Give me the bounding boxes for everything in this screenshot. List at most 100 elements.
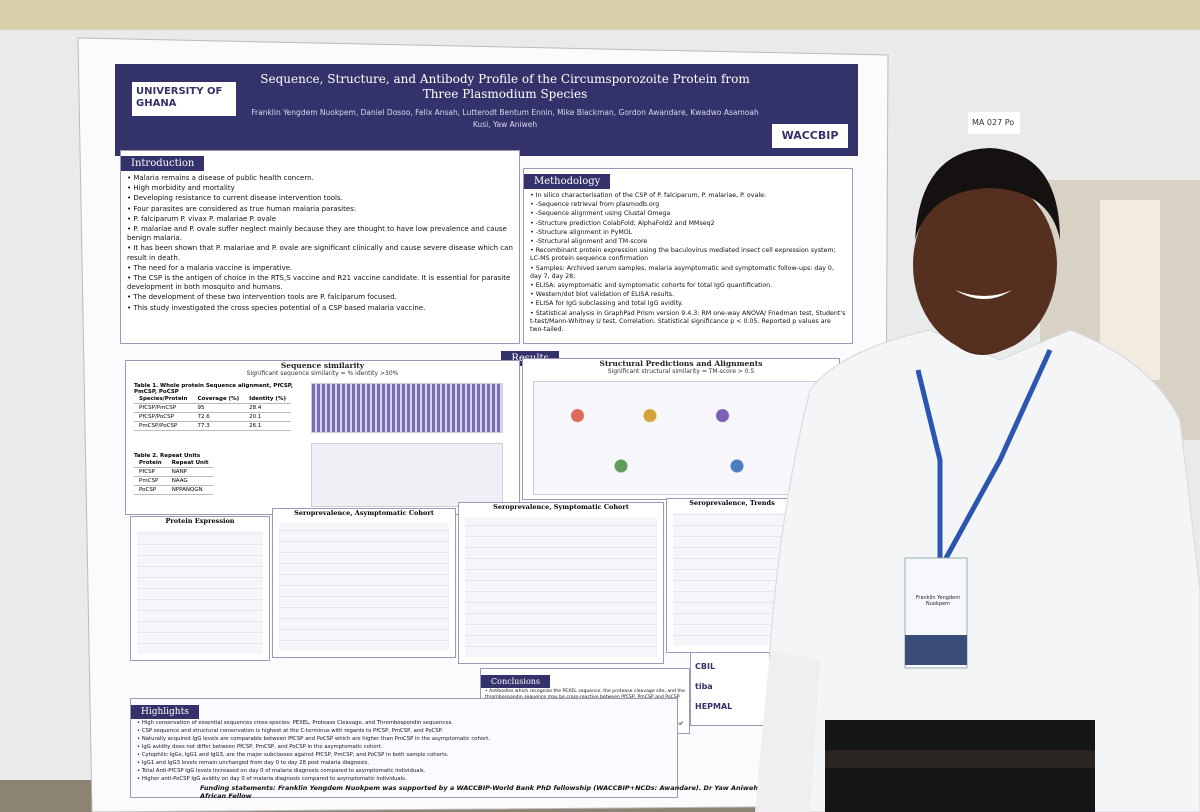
panel-heading: Seroprevalence, Trends: [689, 499, 775, 507]
list-item: IgG avidity does not differ between PfCS…: [137, 744, 671, 751]
smile: [955, 290, 1012, 299]
list-item: Cytophilic IgGs, IgG1 and IgG3, are the …: [137, 752, 671, 759]
list-item: -Sequence alignment using Clustal Omega: [530, 210, 846, 218]
list-item: Naturally acquired IgG levels are compar…: [137, 736, 671, 743]
panel-heading: Seroprevalence, Symptomatic Cohort: [493, 503, 629, 511]
structure-panel: Structural Predictions and Alignments Si…: [522, 358, 840, 500]
table-header-cell: Species/Protein: [134, 395, 193, 404]
panel-note: Significant sequence similarity = % iden…: [246, 370, 399, 377]
table-row: PmCSP NAAG: [134, 476, 214, 486]
section-heading: Methodology: [524, 174, 611, 189]
table-cell: PfCSP/PmCSP: [134, 403, 193, 413]
figure: [137, 531, 263, 654]
table-cell: PmCSP: [134, 476, 167, 486]
table-cell: 95: [192, 403, 245, 413]
table-1: Table 1. Whole protein Sequence alignmen…: [134, 383, 294, 431]
list-item: Antibodies which recognize the PEXEL seq…: [485, 689, 685, 701]
methodology-list: In silico characterisation of the CSP of…: [524, 189, 852, 338]
list-item: -Structure prediction ColabFold; AlphaFo…: [530, 220, 846, 228]
sponsor-logo: CBIL: [695, 662, 716, 671]
list-item: Higher anti-PoCSP IgG avidity on day 0 o…: [137, 776, 671, 783]
presenter: [755, 148, 1200, 812]
hair: [915, 148, 1060, 240]
list-item: Statistical analysis in GraphPad Prism v…: [530, 310, 846, 335]
sleeve: [755, 650, 820, 812]
alignment-figure: [311, 383, 503, 433]
table-header-row: Protein Repeat Unit: [134, 459, 214, 468]
list-item: This study investigated the cross specie…: [127, 304, 513, 313]
table-header-cell: Protein: [134, 459, 167, 468]
list-item: High conservation of essential sequences…: [137, 720, 671, 727]
table-cell: 28.4: [244, 403, 291, 413]
poster-title: Sequence, Structure, and Antibody Profil…: [260, 72, 750, 101]
table: Species/Protein Coverage (%) Identity (%) P…: [134, 395, 291, 431]
section-heading: Highlights: [131, 705, 199, 719]
figure: [465, 517, 657, 657]
list-item: P. malariae and P. ovale suffer neglect …: [127, 225, 513, 243]
table-row: PfCSP/PmCSP 95 28.4: [134, 403, 291, 413]
table-caption: Table 1. Whole protein Sequence alignmen…: [134, 383, 293, 395]
list-item: Western/dot blot validation of ELISA res…: [530, 291, 846, 299]
list-item: ELISA for IgG subclassing and total IgG …: [530, 300, 846, 308]
list-item: Developing resistance to current disease…: [127, 194, 513, 203]
shirt: [769, 329, 1200, 812]
table-header-row: Species/Protein Coverage (%) Identity (%): [134, 395, 291, 404]
figure: [673, 513, 791, 646]
table-header-cell: Coverage (%): [192, 395, 245, 404]
introduction-panel: Introduction Malaria remains a disease o…: [120, 150, 520, 344]
panel-heading: Seroprevalence, Asymptomatic Cohort: [294, 509, 434, 517]
table-row: PoCSP NPPANQGN: [134, 485, 214, 495]
badge-band: [905, 635, 967, 665]
figure: [279, 523, 449, 651]
lanyard: [915, 348, 1053, 570]
table-cell: PfCSP: [134, 467, 167, 477]
section-heading: Conclusions: [481, 675, 551, 688]
list-item: Total Anti-PfCSP IgG levels increased on…: [137, 768, 671, 775]
table-cell: NAAG: [166, 476, 214, 486]
sponsor-logo: tiba: [695, 682, 713, 691]
funding-statement: Funding statements: Franklin Yengdem Nuo…: [200, 784, 794, 800]
board-label: MA 027 Po: [972, 118, 1015, 127]
table-cell: NPPANQGN: [166, 485, 214, 495]
result-panel: Seroprevalence, Asymptomatic Cohort: [272, 508, 456, 658]
introduction-list: Malaria remains a disease of public heal…: [121, 171, 519, 317]
list-item: High morbidity and mortality: [127, 184, 513, 193]
logo-right: WACCBIP: [772, 124, 848, 148]
domain-table-figure: [311, 443, 503, 507]
table-row: PfCSP/PoCSP 72.6 20.1: [134, 412, 291, 422]
list-item: The need for a malaria vaccine is impera…: [127, 264, 513, 273]
table-cell: 26.1: [244, 421, 291, 431]
table-cell: 72.6: [192, 412, 245, 422]
sponsor-logo: HEPMAL: [695, 702, 733, 711]
table-cell: NANP: [166, 467, 214, 477]
sequence-panel: Sequence similarity Significant sequence…: [125, 360, 520, 515]
panel-heading: Protein Expression: [165, 517, 235, 525]
list-item: -Sequence retrieval from plasmodb.org: [530, 201, 846, 209]
table-cell: PmCSP/PoCSP: [134, 421, 193, 431]
highlights-panel: Highlights High conservation of essentia…: [130, 698, 678, 798]
list-item: -Structural alignment and TM-score: [530, 238, 846, 246]
poster-authors: Franklin Yengdem Nuokpem, Daniel Dosoo, …: [251, 108, 759, 129]
poster-header: [115, 64, 858, 156]
list-item: It has been shown that P. malariae and P…: [127, 244, 513, 262]
belt: [825, 750, 1095, 768]
list-item: Malaria remains a disease of public heal…: [127, 174, 513, 183]
highlights-list: High conservation of essential sequences…: [131, 719, 677, 785]
list-item: Four parasites are considered as true hu…: [127, 205, 513, 214]
table-cell: PfCSP/PoCSP: [134, 412, 193, 422]
result-panel: Seroprevalence, Symptomatic Cohort: [458, 502, 664, 664]
list-item: Recombinant protein expression using the…: [530, 247, 846, 263]
badge-name: Franklin Yengdem Nuokpem: [915, 595, 961, 607]
table-row: PfCSP NANP: [134, 467, 214, 477]
list-item: The CSP is the antigen of choice in the …: [127, 274, 513, 292]
panel-heading: Structural Predictions and Alignments: [599, 359, 763, 368]
result-panel: Protein Expression: [130, 516, 270, 661]
list-item: Samples: Archived serum samples, malaria…: [530, 265, 846, 281]
list-item: IgG1 and IgG3 levels remain unchanged fr…: [137, 760, 671, 767]
sponsor-logos: CBIL tiba HEPMAL: [691, 653, 769, 721]
face: [913, 177, 1057, 353]
methodology-panel: Methodology In silico characterisation o…: [523, 168, 853, 344]
table-caption: Table 2. Repeat Units: [134, 453, 201, 459]
panel-note: Significant structural similarity = TM-s…: [607, 368, 755, 375]
table-cell: PoCSP: [134, 485, 167, 495]
